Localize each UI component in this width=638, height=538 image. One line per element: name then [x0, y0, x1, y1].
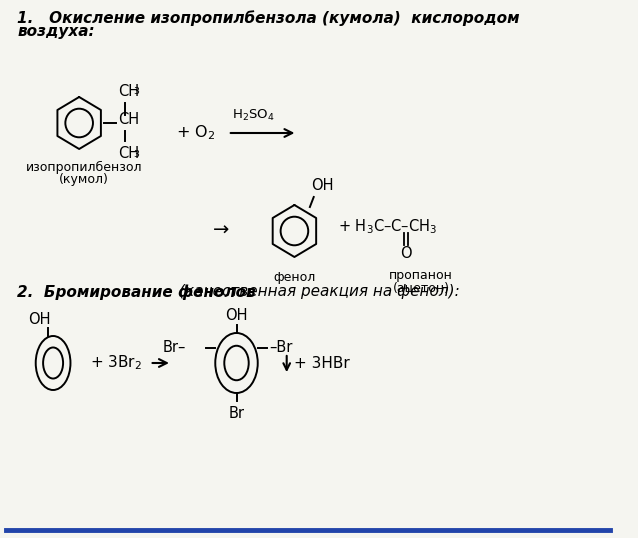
- Text: –Br: –Br: [269, 341, 293, 356]
- Text: OH: OH: [311, 179, 333, 194]
- Text: CH: CH: [118, 145, 139, 160]
- Text: фенол: фенол: [273, 271, 316, 284]
- Text: + O$_2$: + O$_2$: [175, 124, 215, 143]
- Text: воздуха:: воздуха:: [17, 24, 95, 39]
- Text: OH: OH: [28, 312, 51, 327]
- Text: $\rightarrow$: $\rightarrow$: [209, 218, 231, 237]
- Text: CH: CH: [118, 112, 139, 128]
- Text: + H$_3$C–C–CH$_3$: + H$_3$C–C–CH$_3$: [338, 218, 437, 236]
- Text: (кумол): (кумол): [59, 173, 109, 186]
- Text: 2.  Бромирование фенолов: 2. Бромирование фенолов: [17, 284, 262, 300]
- Text: CH: CH: [118, 83, 139, 98]
- Text: + 3Br$_2$: + 3Br$_2$: [90, 353, 142, 372]
- Text: + 3HBr: + 3HBr: [294, 356, 350, 371]
- Text: OH: OH: [225, 308, 248, 322]
- Text: $_3$: $_3$: [133, 146, 140, 159]
- Text: (ацетон): (ацетон): [392, 281, 449, 294]
- Text: Br: Br: [228, 406, 244, 421]
- Text: Br–: Br–: [163, 341, 186, 356]
- Text: O: O: [401, 245, 412, 260]
- Text: H$_2$SO$_4$: H$_2$SO$_4$: [232, 108, 274, 123]
- Text: изопропилбензол: изопропилбензол: [26, 161, 142, 174]
- Text: (качественная реакция на фенол):: (качественная реакция на фенол):: [179, 284, 459, 299]
- Text: $_3$: $_3$: [133, 84, 140, 97]
- Text: пропанон: пропанон: [389, 269, 453, 282]
- Text: 1.   Окисление изопропилбензола (кумола)  кислородом: 1. Окисление изопропилбензола (кумола) к…: [17, 10, 520, 26]
